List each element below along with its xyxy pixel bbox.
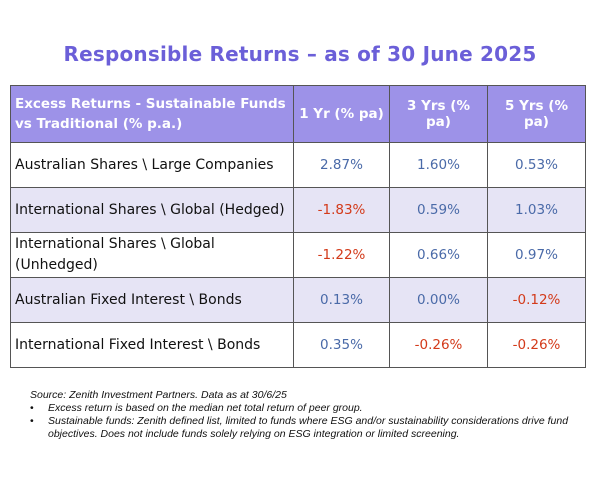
footnote-item: • Sustainable funds: Zenith defined list… — [30, 415, 590, 441]
table-row: International Shares \ Global (Unhedged)… — [10, 232, 586, 278]
row-label: International Shares \ Global (Hedged) — [10, 187, 294, 233]
value-3yrs: 1.60% — [389, 142, 488, 188]
value-3yrs: 0.00% — [389, 277, 488, 323]
table-row: Australian Fixed Interest \ Bonds 0.13% … — [10, 277, 586, 323]
row-label: Australian Fixed Interest \ Bonds — [10, 277, 294, 323]
value-5yrs: -0.26% — [487, 322, 586, 368]
value-1yr: 0.13% — [293, 277, 390, 323]
table-header-row: Excess Returns - Sustainable Funds vs Tr… — [10, 85, 586, 143]
value-1yr: -1.83% — [293, 187, 390, 233]
value-1yr: -1.22% — [293, 232, 390, 278]
value-3yrs: 0.66% — [389, 232, 488, 278]
row-label: International Shares \ Global (Unhedged) — [10, 232, 294, 278]
value-5yrs: 1.03% — [487, 187, 586, 233]
value-3yrs: -0.26% — [389, 322, 488, 368]
footnote-item: • Excess return is based on the median n… — [30, 402, 590, 415]
footnote-text: Sustainable funds: Zenith defined list, … — [48, 415, 569, 440]
header-1yr: 1 Yr (% pa) — [293, 85, 390, 143]
value-5yrs: -0.12% — [487, 277, 586, 323]
header-label-cell: Excess Returns - Sustainable Funds vs Tr… — [10, 85, 294, 143]
value-5yrs: 0.97% — [487, 232, 586, 278]
footnotes: Source: Zenith Investment Partners. Data… — [30, 389, 590, 441]
page-title: Responsible Returns – as of 30 June 2025 — [63, 42, 537, 66]
bullet-icon: • — [30, 402, 34, 414]
table-row: International Fixed Interest \ Bonds 0.3… — [10, 322, 586, 368]
bullet-icon: • — [30, 415, 34, 427]
value-1yr: 2.87% — [293, 142, 390, 188]
row-label: International Fixed Interest \ Bonds — [10, 322, 294, 368]
value-5yrs: 0.53% — [487, 142, 586, 188]
value-3yrs: 0.59% — [389, 187, 488, 233]
source-note: Source: Zenith Investment Partners. Data… — [30, 389, 287, 401]
header-3yrs: 3 Yrs (% pa) — [389, 85, 488, 143]
footnote-text: Excess return is based on the median net… — [48, 402, 363, 414]
returns-table: Excess Returns - Sustainable Funds vs Tr… — [10, 85, 586, 368]
value-1yr: 0.35% — [293, 322, 390, 368]
table-row: International Shares \ Global (Hedged) -… — [10, 187, 586, 233]
row-label: Australian Shares \ Large Companies — [10, 142, 294, 188]
table-row: Australian Shares \ Large Companies 2.87… — [10, 142, 586, 188]
header-5yrs: 5 Yrs (% pa) — [487, 85, 586, 143]
